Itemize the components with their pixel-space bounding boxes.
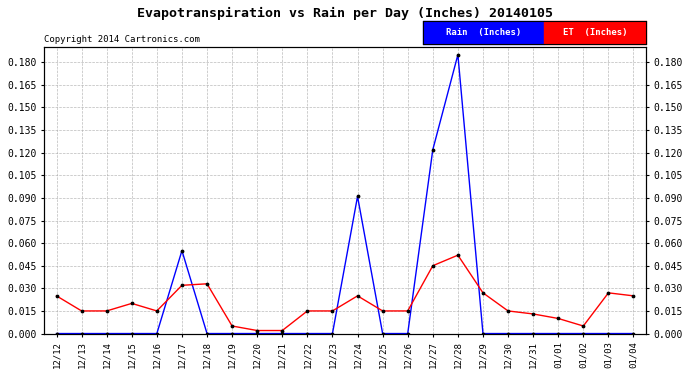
Title: Evapotranspiration vs Rain per Day (Inches) 20140105: Evapotranspiration vs Rain per Day (Inch… <box>137 7 553 20</box>
Text: Copyright 2014 Cartronics.com: Copyright 2014 Cartronics.com <box>44 35 200 44</box>
